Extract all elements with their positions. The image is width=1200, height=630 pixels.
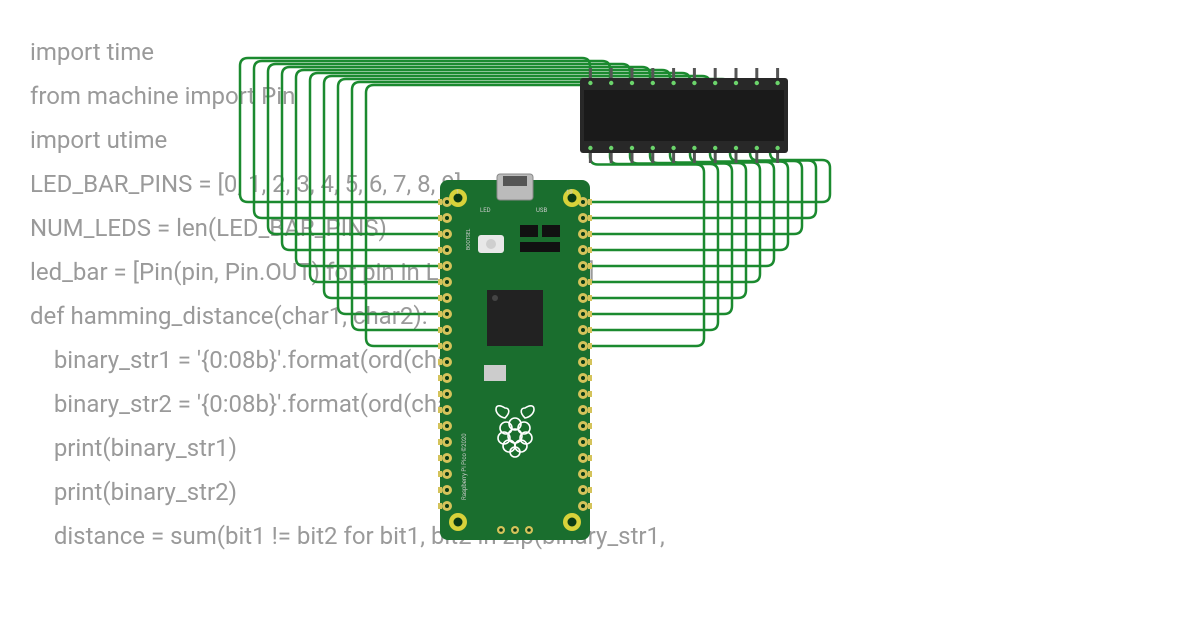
code-block: import time from machine import Pin impo… bbox=[30, 30, 665, 558]
